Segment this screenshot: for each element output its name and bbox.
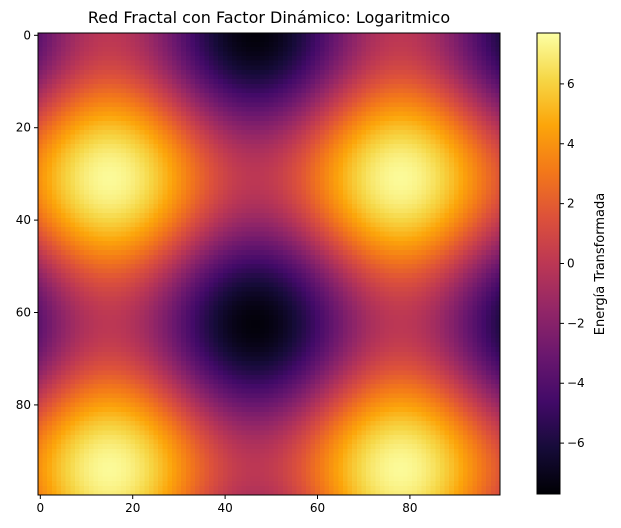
x-tick-label: 60	[310, 501, 325, 515]
chart-title: Red Fractal con Factor Dinámico: Logarit…	[88, 8, 450, 27]
colorbar-tick-label: −6	[567, 436, 585, 450]
colorbar-tick-label: −4	[567, 376, 585, 390]
colorbar: 6 4 2 0 −2 −4 −6 Energía Transformada	[536, 32, 608, 495]
x-tick-label: 80	[402, 501, 417, 515]
x-tick-label: 0	[36, 501, 44, 515]
colorbar-gradient	[536, 32, 561, 495]
x-tick-label: 40	[217, 501, 232, 515]
y-tick-label: 40	[16, 213, 31, 227]
plot-frame	[37, 32, 501, 496]
colorbar-tick-label: 6	[567, 77, 575, 91]
colorbar-tick-label: −2	[567, 316, 585, 330]
y-tick-label: 60	[16, 306, 31, 320]
heatmap-area	[37, 32, 501, 496]
y-axis-ticks: 0 20 40 60 80	[16, 28, 38, 412]
y-tick-label: 0	[23, 28, 31, 42]
y-tick-label: 20	[16, 121, 31, 135]
y-tick-label: 80	[16, 398, 31, 412]
x-axis-ticks: 0 20 40 60 80	[36, 495, 418, 515]
heatmap-image	[38, 33, 500, 495]
colorbar-tick-label: 4	[567, 137, 575, 151]
colorbar-tick-label: 0	[567, 257, 575, 271]
x-tick-label: 20	[125, 501, 140, 515]
colorbar-ticks: 6 4 2 0 −2 −4 −6	[560, 77, 585, 450]
colorbar-label: Energía Transformada	[593, 193, 608, 335]
colorbar-tick-label: 2	[567, 197, 575, 211]
